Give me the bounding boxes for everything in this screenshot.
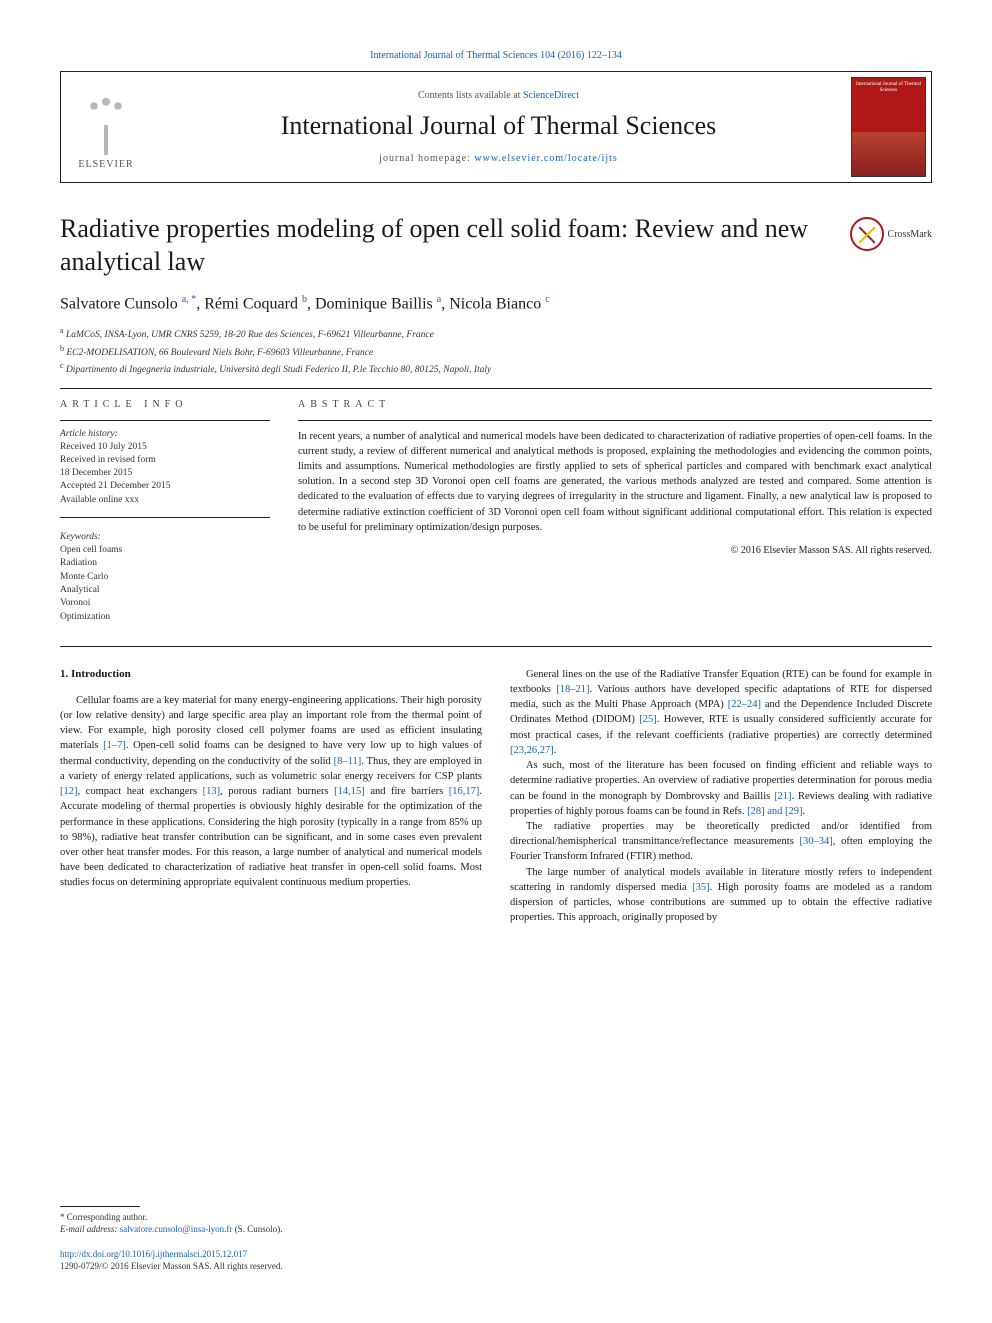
ref-link[interactable]: [1–7] (103, 740, 126, 751)
ref-link[interactable]: [21] (774, 791, 792, 802)
aff-mark: b (60, 344, 64, 353)
keyword: Voronoi (60, 597, 270, 610)
email-suffix: (S. Cunsolo). (232, 1224, 282, 1234)
keyword: Monte Carlo (60, 571, 270, 584)
rule (60, 388, 932, 389)
rule (60, 420, 270, 421)
paragraph: The radiative properties may be theoreti… (510, 819, 932, 865)
keyword: Open cell foams (60, 544, 270, 557)
title-row: Radiative properties modeling of open ce… (60, 213, 932, 288)
author: Rémi Coquard (204, 295, 298, 312)
ref-link[interactable]: [23,26,27] (510, 745, 554, 756)
history-label: Article history: (60, 429, 270, 439)
crossmark-badge[interactable]: CrossMark (850, 217, 932, 251)
abstract-block: ABSTRACT In recent years, a number of an… (298, 399, 932, 624)
author: Nicola Bianco (449, 295, 541, 312)
keyword: Analytical (60, 584, 270, 597)
ref-link[interactable]: [12] (60, 786, 78, 797)
ref-link[interactable]: [16,17] (449, 786, 480, 797)
crossmark-label: CrossMark (888, 229, 932, 240)
history-item: Accepted 21 December 2015 (60, 480, 270, 493)
journal-cover-thumb: International Journal of Thermal Science… (851, 77, 926, 177)
affiliation: a LaMCoS, INSA-Lyon, UMR CNRS 5259, 18-2… (60, 325, 932, 342)
contents-prefix: Contents lists available at (418, 90, 523, 101)
publisher-logo: ELSEVIER (61, 72, 151, 182)
article-info-label: ARTICLE INFO (60, 399, 270, 410)
author: Dominique Baillis (315, 295, 433, 312)
ref-link[interactable]: [8–11] (334, 756, 362, 767)
left-column: 1. Introduction Cellular foams are a key… (60, 667, 482, 926)
ref-link[interactable]: [30–34] (800, 836, 833, 847)
footer-rule (60, 1206, 140, 1207)
journal-header: ELSEVIER Contents lists available at Sci… (60, 71, 932, 183)
ref-link[interactable]: [25] (639, 714, 657, 725)
homepage-link[interactable]: www.elsevier.com/locate/ijts (474, 153, 617, 164)
email-link[interactable]: salvatore.cunsolo@insa-lyon.fr (120, 1224, 233, 1234)
rule (60, 646, 932, 647)
email-label: E-mail address: (60, 1224, 120, 1234)
history-item: Received in revised form (60, 454, 270, 467)
affiliation: b EC2-MODELISATION, 66 Boulevard Niels B… (60, 343, 932, 360)
aff-mark: c (60, 361, 64, 370)
aff-text: LaMCoS, INSA-Lyon, UMR CNRS 5259, 18-20 … (66, 330, 434, 340)
history-item: Received 10 July 2015 (60, 441, 270, 454)
cover-label: International Journal of Thermal Science… (854, 82, 923, 94)
paragraph: General lines on the use of the Radiativ… (510, 667, 932, 758)
keyword: Optimization (60, 611, 270, 624)
journal-name: International Journal of Thermal Science… (151, 111, 846, 141)
history-item: Available online xxx (60, 494, 270, 507)
paragraph: Cellular foams are a key material for ma… (60, 693, 482, 891)
corresponding-author: * Corresponding author. (60, 1211, 460, 1224)
author: Salvatore Cunsolo (60, 295, 178, 312)
abstract-label: ABSTRACT (298, 399, 932, 410)
aff-text: Dipartimento di Ingegneria industriale, … (66, 365, 491, 375)
aff-mark: a (60, 326, 64, 335)
section-heading: 1. Introduction (60, 667, 482, 683)
body-columns: 1. Introduction Cellular foams are a key… (60, 667, 932, 926)
doi-line: http://dx.doi.org/10.1016/j.ijthermalsci… (60, 1248, 460, 1261)
author-mark: a (437, 294, 441, 305)
ref-link[interactable]: [18–21] (556, 684, 589, 695)
elsevier-tree-icon (76, 85, 136, 155)
doi-link[interactable]: http://dx.doi.org/10.1016/j.ijthermalsci… (60, 1249, 247, 1259)
abstract-text: In recent years, a number of analytical … (298, 429, 932, 536)
aff-text: EC2-MODELISATION, 66 Boulevard Niels Boh… (66, 348, 373, 358)
ref-link[interactable]: [22–24] (728, 699, 761, 710)
top-citation[interactable]: International Journal of Thermal Science… (60, 50, 932, 61)
author-mark: a, * (182, 294, 196, 305)
keywords-label: Keywords: (60, 532, 270, 542)
article-info: ARTICLE INFO Article history: Received 1… (60, 399, 270, 624)
right-column: General lines on the use of the Radiativ… (510, 667, 932, 926)
rule (298, 420, 932, 421)
homepage-prefix: journal homepage: (379, 153, 474, 164)
email-line: E-mail address: salvatore.cunsolo@insa-l… (60, 1223, 460, 1236)
ref-link[interactable]: [28] and [29] (747, 806, 802, 817)
publisher-name: ELSEVIER (78, 159, 133, 170)
paragraph: The large number of analytical models av… (510, 865, 932, 926)
author-mark: c (545, 294, 549, 305)
ref-link[interactable]: [35] (692, 882, 710, 893)
journal-homepage: journal homepage: www.elsevier.com/locat… (151, 153, 846, 164)
keyword: Radiation (60, 557, 270, 570)
sciencedirect-link[interactable]: ScienceDirect (523, 90, 579, 101)
footer: * Corresponding author. E-mail address: … (60, 1206, 460, 1273)
meta-row: ARTICLE INFO Article history: Received 1… (60, 399, 932, 624)
affiliation: c Dipartimento di Ingegneria industriale… (60, 360, 932, 377)
rule (60, 517, 270, 518)
ref-link[interactable]: [14,15] (334, 786, 365, 797)
abstract-copyright: © 2016 Elsevier Masson SAS. All rights r… (298, 545, 932, 556)
contents-available: Contents lists available at ScienceDirec… (151, 90, 846, 101)
authors-line: Salvatore Cunsolo a, *, Rémi Coquard b, … (60, 294, 932, 313)
issn-line: 1290-0729/© 2016 Elsevier Masson SAS. Al… (60, 1260, 460, 1273)
affiliations: a LaMCoS, INSA-Lyon, UMR CNRS 5259, 18-2… (60, 325, 932, 377)
header-center: Contents lists available at ScienceDirec… (151, 80, 846, 174)
ref-link[interactable]: [13] (203, 786, 221, 797)
author-mark: b (302, 294, 307, 305)
article-title: Radiative properties modeling of open ce… (60, 213, 836, 278)
history-item: 18 December 2015 (60, 467, 270, 480)
crossmark-icon (850, 217, 884, 251)
paragraph: As such, most of the literature has been… (510, 758, 932, 819)
